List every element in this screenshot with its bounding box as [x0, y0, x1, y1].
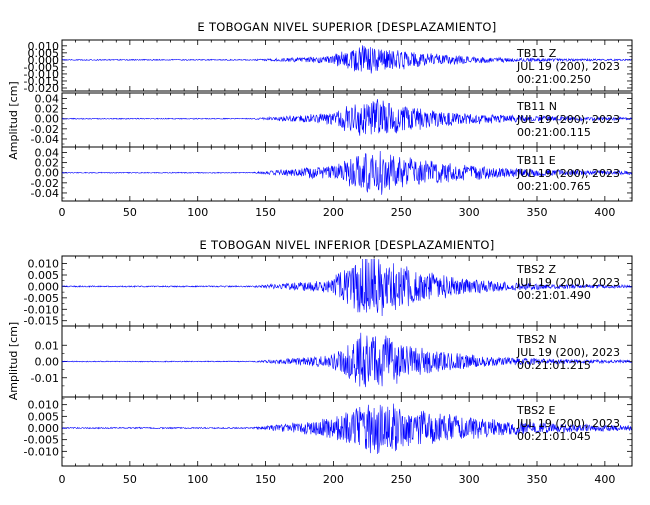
waveform-line: [61, 403, 632, 455]
y-tick-label: -0.02: [31, 177, 59, 190]
waveform-line: [61, 258, 632, 317]
y-tick-label: -0.015: [24, 315, 59, 328]
station-label: TB11 Z: [516, 47, 557, 60]
y-tick-label: 0.010: [28, 399, 60, 412]
x-tick-label: 100: [187, 473, 208, 486]
station-label: TBS2 Z: [516, 263, 557, 276]
x-tick-label: 250: [391, 206, 412, 219]
y-tick-label: 0.010: [28, 258, 60, 271]
station-label: TB11 N: [516, 100, 557, 113]
waveform-line: [61, 45, 632, 74]
y-tick-label: -0.005: [24, 61, 59, 74]
x-tick-label: 300: [459, 206, 480, 219]
y-tick-label: -0.010: [24, 303, 59, 316]
y-tick-label: -0.01: [31, 372, 59, 385]
y-tick-label: 0.010: [28, 40, 60, 53]
x-tick-label: 0: [59, 473, 66, 486]
time-label: 00:21:01.490: [517, 289, 591, 302]
station-label: TB11 E: [516, 154, 556, 167]
y-tick-label: -0.020: [24, 82, 59, 95]
y-tick-label: 0.02: [35, 157, 60, 170]
waveform-line: [62, 99, 632, 136]
y-tick-label: 0.00: [35, 356, 60, 369]
time-label: 00:21:01.045: [517, 430, 591, 443]
y-tick-label: -0.02: [31, 123, 59, 136]
chart-title: E TOBOGAN NIVEL INFERIOR [DESPLAZAMIENTO…: [199, 238, 494, 252]
y-tick-label: 0.000: [28, 422, 60, 435]
y-axis-label: Amplitud [cm]: [7, 322, 20, 400]
y-tick-label: -0.04: [31, 187, 59, 200]
x-tick-label: 50: [123, 473, 137, 486]
date-label: JUL 19 (200), 2023: [516, 346, 620, 359]
y-tick-label: 0.04: [35, 147, 60, 160]
x-tick-label: 350: [527, 206, 548, 219]
y-tick-label: 0.000: [28, 280, 60, 293]
date-label: JUL 19 (200), 2023: [516, 60, 620, 73]
y-tick-label: 0.01: [35, 339, 60, 352]
x-tick-label: 250: [391, 473, 412, 486]
time-label: 00:21:00.765: [517, 180, 591, 193]
y-tick-label: 0.000: [28, 54, 60, 67]
y-tick-label: -0.010: [24, 68, 59, 81]
y-tick-label: -0.010: [24, 445, 59, 458]
y-tick-label: -0.04: [31, 133, 59, 146]
y-tick-label: 0.04: [35, 93, 60, 106]
y-tick-label: -0.005: [24, 292, 59, 305]
x-tick-label: 400: [594, 206, 615, 219]
y-tick-label: -0.015: [24, 75, 59, 88]
x-tick-label: 200: [323, 473, 344, 486]
station-label: TBS2 E: [516, 404, 556, 417]
y-tick-label: 0.005: [28, 47, 60, 60]
y-tick-label: 0.02: [35, 103, 60, 116]
x-tick-label: 200: [323, 206, 344, 219]
x-tick-label: 300: [459, 473, 480, 486]
date-label: JUL 19 (200), 2023: [516, 276, 620, 289]
time-label: 00:21:01.215: [517, 359, 591, 372]
waveform-line: [61, 332, 632, 388]
chart-title: E TOBOGAN NIVEL SUPERIOR [DESPLAZAMIENTO…: [197, 20, 496, 34]
y-tick-label: 0.00: [35, 113, 60, 126]
y-axis-label: Amplitud [cm]: [7, 81, 20, 159]
station-label: TBS2 N: [516, 333, 557, 346]
x-tick-label: 0: [59, 206, 66, 219]
time-label: 00:21:00.250: [517, 73, 591, 86]
y-tick-label: 0.005: [28, 269, 60, 282]
x-tick-label: 350: [527, 473, 548, 486]
x-tick-label: 100: [187, 206, 208, 219]
time-label: 00:21:00.115: [517, 126, 591, 139]
date-label: JUL 19 (200), 2023: [516, 417, 620, 430]
x-tick-label: 50: [123, 206, 137, 219]
date-label: JUL 19 (200), 2023: [516, 113, 620, 126]
y-tick-label: 0.005: [28, 410, 60, 423]
x-tick-label: 150: [255, 206, 276, 219]
y-tick-label: -0.005: [24, 434, 59, 447]
chart-group-1: E TOBOGAN NIVEL SUPERIOR [DESPLAZAMIENTO…: [7, 20, 633, 219]
x-tick-label: 150: [255, 473, 276, 486]
waveform-line: [61, 150, 632, 195]
chart-group-2: E TOBOGAN NIVEL INFERIOR [DESPLAZAMIENTO…: [7, 238, 633, 486]
y-tick-label: 0.00: [35, 167, 60, 180]
date-label: JUL 19 (200), 2023: [516, 167, 620, 180]
x-tick-label: 400: [594, 473, 615, 486]
